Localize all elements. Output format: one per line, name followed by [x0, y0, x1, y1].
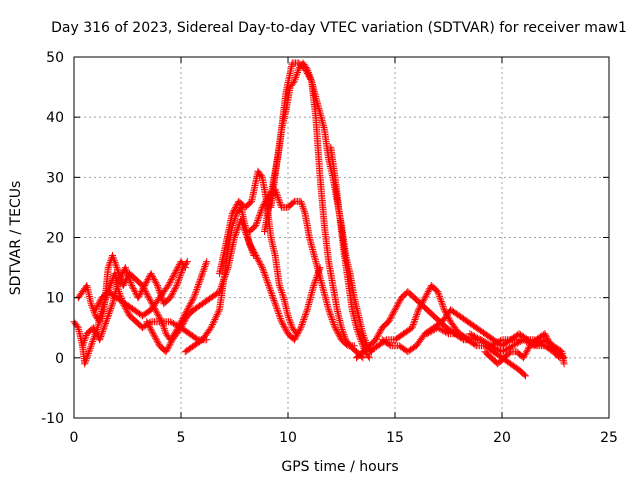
y-tick-label: 10	[46, 291, 64, 307]
x-tick-label: 25	[600, 430, 618, 446]
y-tick-label: 0	[55, 351, 64, 367]
data-trace-markers	[481, 330, 568, 368]
x-tick-label: 10	[279, 430, 297, 446]
data-trace-markers	[261, 59, 375, 356]
x-tick-label: 0	[70, 430, 79, 446]
data-trace-markers	[181, 203, 324, 356]
y-tick-label: -10	[41, 411, 64, 427]
y-tick-label: 20	[46, 231, 64, 247]
y-tick-label: 30	[46, 170, 64, 186]
y-tick-label: 50	[46, 50, 64, 66]
x-tick-label: 20	[493, 430, 511, 446]
data-trace-markers	[216, 167, 301, 338]
y-axis-label: SDTVAR / TECUs	[8, 181, 24, 296]
data-trace-markers	[91, 258, 189, 320]
y-tick-label: 40	[46, 110, 64, 126]
chart-title: Day 316 of 2023, Sidereal Day-to-day VTE…	[51, 20, 627, 36]
tick-marks	[73, 56, 610, 419]
x-axis-label: GPS time / hours	[281, 459, 398, 475]
data-markers	[70, 59, 568, 380]
data-trace-markers	[327, 143, 373, 362]
grid-lines	[74, 57, 609, 418]
x-tick-label: 5	[177, 430, 186, 446]
data-trace-markers	[246, 185, 358, 350]
data-trace-markers	[378, 306, 549, 356]
tick-labels: 0 5 10 15 20 25 -10 0 10 20 30 40 50	[41, 50, 618, 446]
x-tick-label: 15	[386, 430, 404, 446]
